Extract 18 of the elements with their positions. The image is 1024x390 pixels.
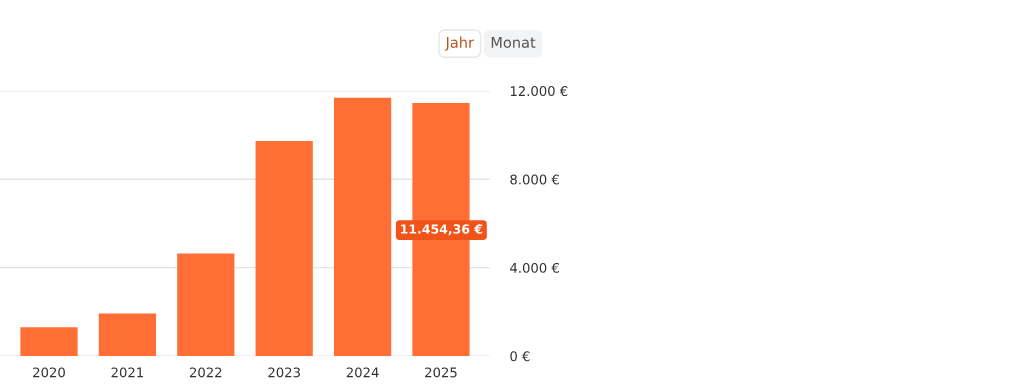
bar bbox=[177, 253, 235, 357]
bar bbox=[255, 141, 313, 357]
x-tick-label: 2023 bbox=[268, 367, 300, 378]
x-tick-label: 2022 bbox=[189, 367, 222, 378]
text: Monat bbox=[491, 37, 536, 48]
y-tick-label: 12.000 € bbox=[510, 86, 568, 97]
bar bbox=[98, 313, 157, 357]
annotation: 11.454,36 € bbox=[401, 224, 483, 236]
x-tick-label: 2020 bbox=[33, 367, 65, 378]
y-tick-label: 8.000 € bbox=[510, 174, 559, 185]
x-tick-label: 2021 bbox=[111, 367, 143, 378]
x-tick-label: 2025 bbox=[425, 367, 457, 378]
x-tick-label: 2024 bbox=[346, 367, 379, 378]
y-tick-label: 0 € bbox=[510, 351, 530, 362]
bar bbox=[20, 327, 78, 357]
bar bbox=[333, 97, 392, 357]
text: Jahr bbox=[444, 36, 475, 51]
y-tick-label: 4.000 € bbox=[510, 262, 559, 273]
